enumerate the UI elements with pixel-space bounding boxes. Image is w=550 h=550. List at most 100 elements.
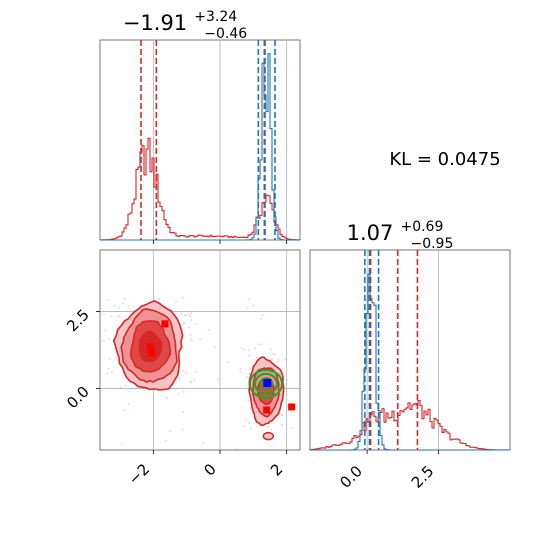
joint-sample-dot (281, 423, 283, 426)
joint-sample-dot (188, 326, 191, 329)
joint-sample-dot (250, 427, 252, 430)
param2-blue-histogram (310, 273, 510, 451)
joint-sample-dot (207, 328, 210, 331)
joint-sample-dot (158, 297, 160, 300)
joint-sample-dot (182, 390, 185, 393)
joint-sample-dot (249, 367, 251, 370)
joint-sample-dot (178, 378, 181, 381)
joint-sample-dot (182, 410, 184, 413)
joint-sample-dot (117, 306, 120, 309)
joint-sample-dot (127, 306, 129, 309)
green-contour (248, 368, 284, 399)
param2-title: 1.07 +0.69 −0.95 (347, 216, 454, 252)
joint-sample-dot (256, 356, 259, 358)
joint-sample-dot (124, 385, 127, 387)
joint-sample-dot (254, 347, 257, 350)
param2-title-lower-error: −0.95 (410, 236, 453, 252)
joint-sample-dot (113, 305, 116, 307)
joint-sample-dot (271, 358, 273, 361)
joint-sample-dot (290, 427, 293, 430)
joint-sample-dot (189, 333, 192, 336)
param1-histogram-panel: −1.91 +3.24 −0.46 (99, 9, 301, 244)
joint-sample-dot (277, 360, 279, 363)
joint-sample-dot (123, 298, 126, 300)
red-square-marker (146, 343, 154, 351)
param2-title-upper-error: +0.69 (400, 219, 443, 235)
joint-sample-dot (277, 358, 280, 361)
joint-sample-dot (111, 371, 113, 374)
joint-sample-dot (239, 367, 242, 370)
blue-square-marker (263, 378, 272, 387)
param2-x-tick-label: 2.5 (408, 462, 438, 492)
joint-sample-dot (271, 353, 274, 355)
green-contour (258, 377, 274, 391)
joint-sample-dot (182, 369, 185, 372)
joint-y-tick-label: 0.0 (63, 383, 93, 413)
joint-sample-dot (183, 322, 186, 325)
joint-sample-dot (188, 315, 191, 318)
joint-sample-dot (249, 407, 252, 409)
joint-sample-dot (108, 337, 111, 340)
joint-sample-dot (190, 319, 193, 322)
joint-y-tick-label: 2.5 (63, 306, 93, 336)
joint-sample-dot (286, 378, 288, 381)
green-contour (253, 372, 279, 395)
joint-sample-dot (102, 313, 105, 316)
joint-sample-dot (110, 315, 113, 318)
joint-sample-dot (116, 314, 119, 317)
joint-sample-dot (243, 425, 246, 428)
joint-sample-dot (135, 386, 138, 389)
red-square-marker (148, 349, 156, 357)
joint-sample-dot (107, 299, 110, 302)
red-square-marker (263, 406, 271, 414)
joint-sample-dot (284, 358, 287, 361)
param1-title-upper-error: +3.24 (194, 9, 237, 25)
kl-divergence-label: KL = 0.0475 (389, 149, 500, 170)
joint-sample-dot (107, 367, 110, 370)
joint-sample-dot (181, 296, 184, 299)
joint-sample-dot (270, 428, 273, 431)
joint-sample-dot (121, 443, 123, 446)
joint-sample-dot (260, 343, 263, 346)
joint-sample-dot (128, 403, 130, 405)
joint-sample-dot (190, 337, 192, 340)
joint-sample-dot (248, 372, 251, 375)
joint-sample-dot (270, 348, 273, 351)
small-contour-island (262, 431, 275, 441)
joint-sample-dot (242, 348, 245, 351)
joint-sample-dot (191, 339, 193, 342)
joint-sample-dot (193, 378, 196, 381)
joint-sample-dot (185, 371, 188, 374)
joint-sample-dot (239, 370, 242, 373)
param2-x-tick-label: 0.0 (336, 462, 366, 492)
param2-title-value: 1.07 (347, 221, 394, 245)
joint-sample-dot (102, 340, 105, 342)
joint-sample-dot (190, 380, 193, 383)
joint-sample-dot (190, 312, 193, 315)
joint-sample-dot (180, 312, 182, 315)
joint-sample-dot (184, 314, 187, 316)
joint-sample-dot (258, 343, 261, 346)
joint-sample-dot (281, 414, 283, 417)
joint-sample-dot (180, 387, 183, 390)
joint-sample-dot (247, 298, 250, 300)
joint-sample-dot (188, 313, 190, 315)
joint-x-tick-label: −2 (125, 460, 153, 488)
joint-sample-dot (246, 306, 249, 309)
joint-sample-dot (194, 322, 197, 325)
joint-sample-dot (226, 361, 229, 364)
joint-sample-dot (244, 418, 247, 421)
joint-sample-dot (236, 448, 238, 450)
joint-sample-dot (175, 300, 177, 303)
joint-sample-dot (118, 315, 121, 318)
joint-x-tick-label: 0 (200, 460, 219, 479)
param2-histogram-frame (309, 249, 511, 451)
joint-sample-dot (164, 439, 167, 442)
joint-sample-dot (119, 386, 122, 389)
joint-density-panel: −2 0 2 0.0 2.5 (63, 249, 301, 488)
joint-sample-dot (169, 430, 172, 433)
joint-sample-dot (261, 314, 264, 316)
joint-sample-dot (248, 354, 250, 357)
param1-title-lower-error: −0.46 (204, 26, 247, 42)
